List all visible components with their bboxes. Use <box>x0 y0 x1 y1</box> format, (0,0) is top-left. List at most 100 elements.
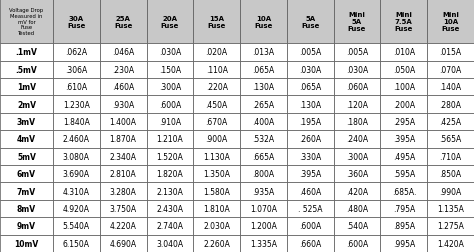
Bar <box>53 148 100 165</box>
Bar <box>193 96 240 113</box>
Text: .425A: .425A <box>439 118 462 127</box>
Text: .850A: .850A <box>439 170 462 178</box>
Text: 2.030A: 2.030A <box>203 222 230 231</box>
Text: 2.460A: 2.460A <box>63 135 90 144</box>
Bar <box>100 79 146 96</box>
Text: .140A: .140A <box>439 83 462 92</box>
Bar <box>0 217 53 235</box>
Text: Voltage Drop
Measured in
mV for
Fuse
Tested: Voltage Drop Measured in mV for Fuse Tes… <box>9 8 44 36</box>
Text: .010A: .010A <box>393 48 415 57</box>
Text: .600A: .600A <box>346 239 368 248</box>
Bar <box>334 0 381 44</box>
Text: 1.350A: 1.350A <box>203 170 230 178</box>
Bar <box>193 148 240 165</box>
Text: .180A: .180A <box>346 118 368 127</box>
Text: 1.810A: 1.810A <box>203 204 230 213</box>
Text: .306A: .306A <box>65 66 87 75</box>
Text: Mini
10A
Fuse: Mini 10A Fuse <box>441 12 460 32</box>
Text: .540A: .540A <box>346 222 368 231</box>
Bar <box>100 0 146 44</box>
Text: 1.820A: 1.820A <box>156 170 183 178</box>
Bar <box>193 131 240 148</box>
Text: 1.400A: 1.400A <box>109 118 137 127</box>
Text: .665A: .665A <box>252 152 274 161</box>
Text: Mini
7.5A
Fuse: Mini 7.5A Fuse <box>395 12 413 32</box>
Text: 15A
Fuse: 15A Fuse <box>208 16 226 28</box>
Bar <box>240 61 287 79</box>
Bar <box>0 183 53 200</box>
Bar <box>240 183 287 200</box>
Bar <box>381 235 427 252</box>
Bar <box>381 165 427 183</box>
Text: .660A: .660A <box>299 239 321 248</box>
Bar <box>240 113 287 131</box>
Text: Mini
5A
Fuse: Mini 5A Fuse <box>348 12 366 32</box>
Bar <box>193 44 240 61</box>
Bar <box>427 235 474 252</box>
Bar <box>287 183 334 200</box>
Text: .595A: .595A <box>392 170 415 178</box>
Bar <box>427 0 474 44</box>
Bar <box>100 96 146 113</box>
Text: .280A: .280A <box>439 100 462 109</box>
Text: 2.810A: 2.810A <box>110 170 137 178</box>
Bar <box>381 61 427 79</box>
Text: 2mV: 2mV <box>17 100 36 109</box>
Bar <box>334 44 381 61</box>
Text: 1.335A: 1.335A <box>250 239 277 248</box>
Text: .295A: .295A <box>393 118 415 127</box>
Text: 25A
Fuse: 25A Fuse <box>114 16 132 28</box>
Bar <box>146 148 193 165</box>
Text: .600A: .600A <box>299 222 321 231</box>
Bar <box>146 217 193 235</box>
Bar <box>334 235 381 252</box>
Text: .030A: .030A <box>159 48 181 57</box>
Bar <box>0 44 53 61</box>
Bar <box>287 79 334 96</box>
Bar <box>334 165 381 183</box>
Bar <box>381 113 427 131</box>
Bar <box>193 165 240 183</box>
Bar <box>0 79 53 96</box>
Bar <box>146 200 193 217</box>
Text: 1.135A: 1.135A <box>437 204 464 213</box>
Bar <box>287 0 334 44</box>
Bar <box>427 79 474 96</box>
Bar <box>53 131 100 148</box>
Text: .300A: .300A <box>159 83 181 92</box>
Bar <box>427 44 474 61</box>
Bar <box>146 183 193 200</box>
Bar <box>146 131 193 148</box>
Bar <box>193 113 240 131</box>
Text: .005A: .005A <box>299 48 321 57</box>
Bar <box>427 113 474 131</box>
Bar <box>100 165 146 183</box>
Bar <box>0 235 53 252</box>
Text: 1.870A: 1.870A <box>109 135 137 144</box>
Text: .670A: .670A <box>206 118 228 127</box>
Text: .230A: .230A <box>112 66 134 75</box>
Text: .800A: .800A <box>252 170 274 178</box>
Bar <box>146 235 193 252</box>
Text: 7mV: 7mV <box>17 187 36 196</box>
Text: 1.210A: 1.210A <box>156 135 183 144</box>
Bar <box>334 183 381 200</box>
Bar <box>100 217 146 235</box>
Bar <box>287 148 334 165</box>
Text: .120A: .120A <box>346 100 368 109</box>
Text: .030A: .030A <box>346 66 368 75</box>
Bar <box>287 113 334 131</box>
Bar <box>193 183 240 200</box>
Bar <box>427 217 474 235</box>
Text: 2.260A: 2.260A <box>203 239 230 248</box>
Text: 1.130A: 1.130A <box>203 152 230 161</box>
Bar <box>146 96 193 113</box>
Bar <box>146 165 193 183</box>
Bar <box>0 113 53 131</box>
Text: 1.275A: 1.275A <box>437 222 464 231</box>
Bar <box>427 61 474 79</box>
Bar <box>381 44 427 61</box>
Text: 2.130A: 2.130A <box>156 187 183 196</box>
Text: .710A: .710A <box>439 152 462 161</box>
Bar <box>240 131 287 148</box>
